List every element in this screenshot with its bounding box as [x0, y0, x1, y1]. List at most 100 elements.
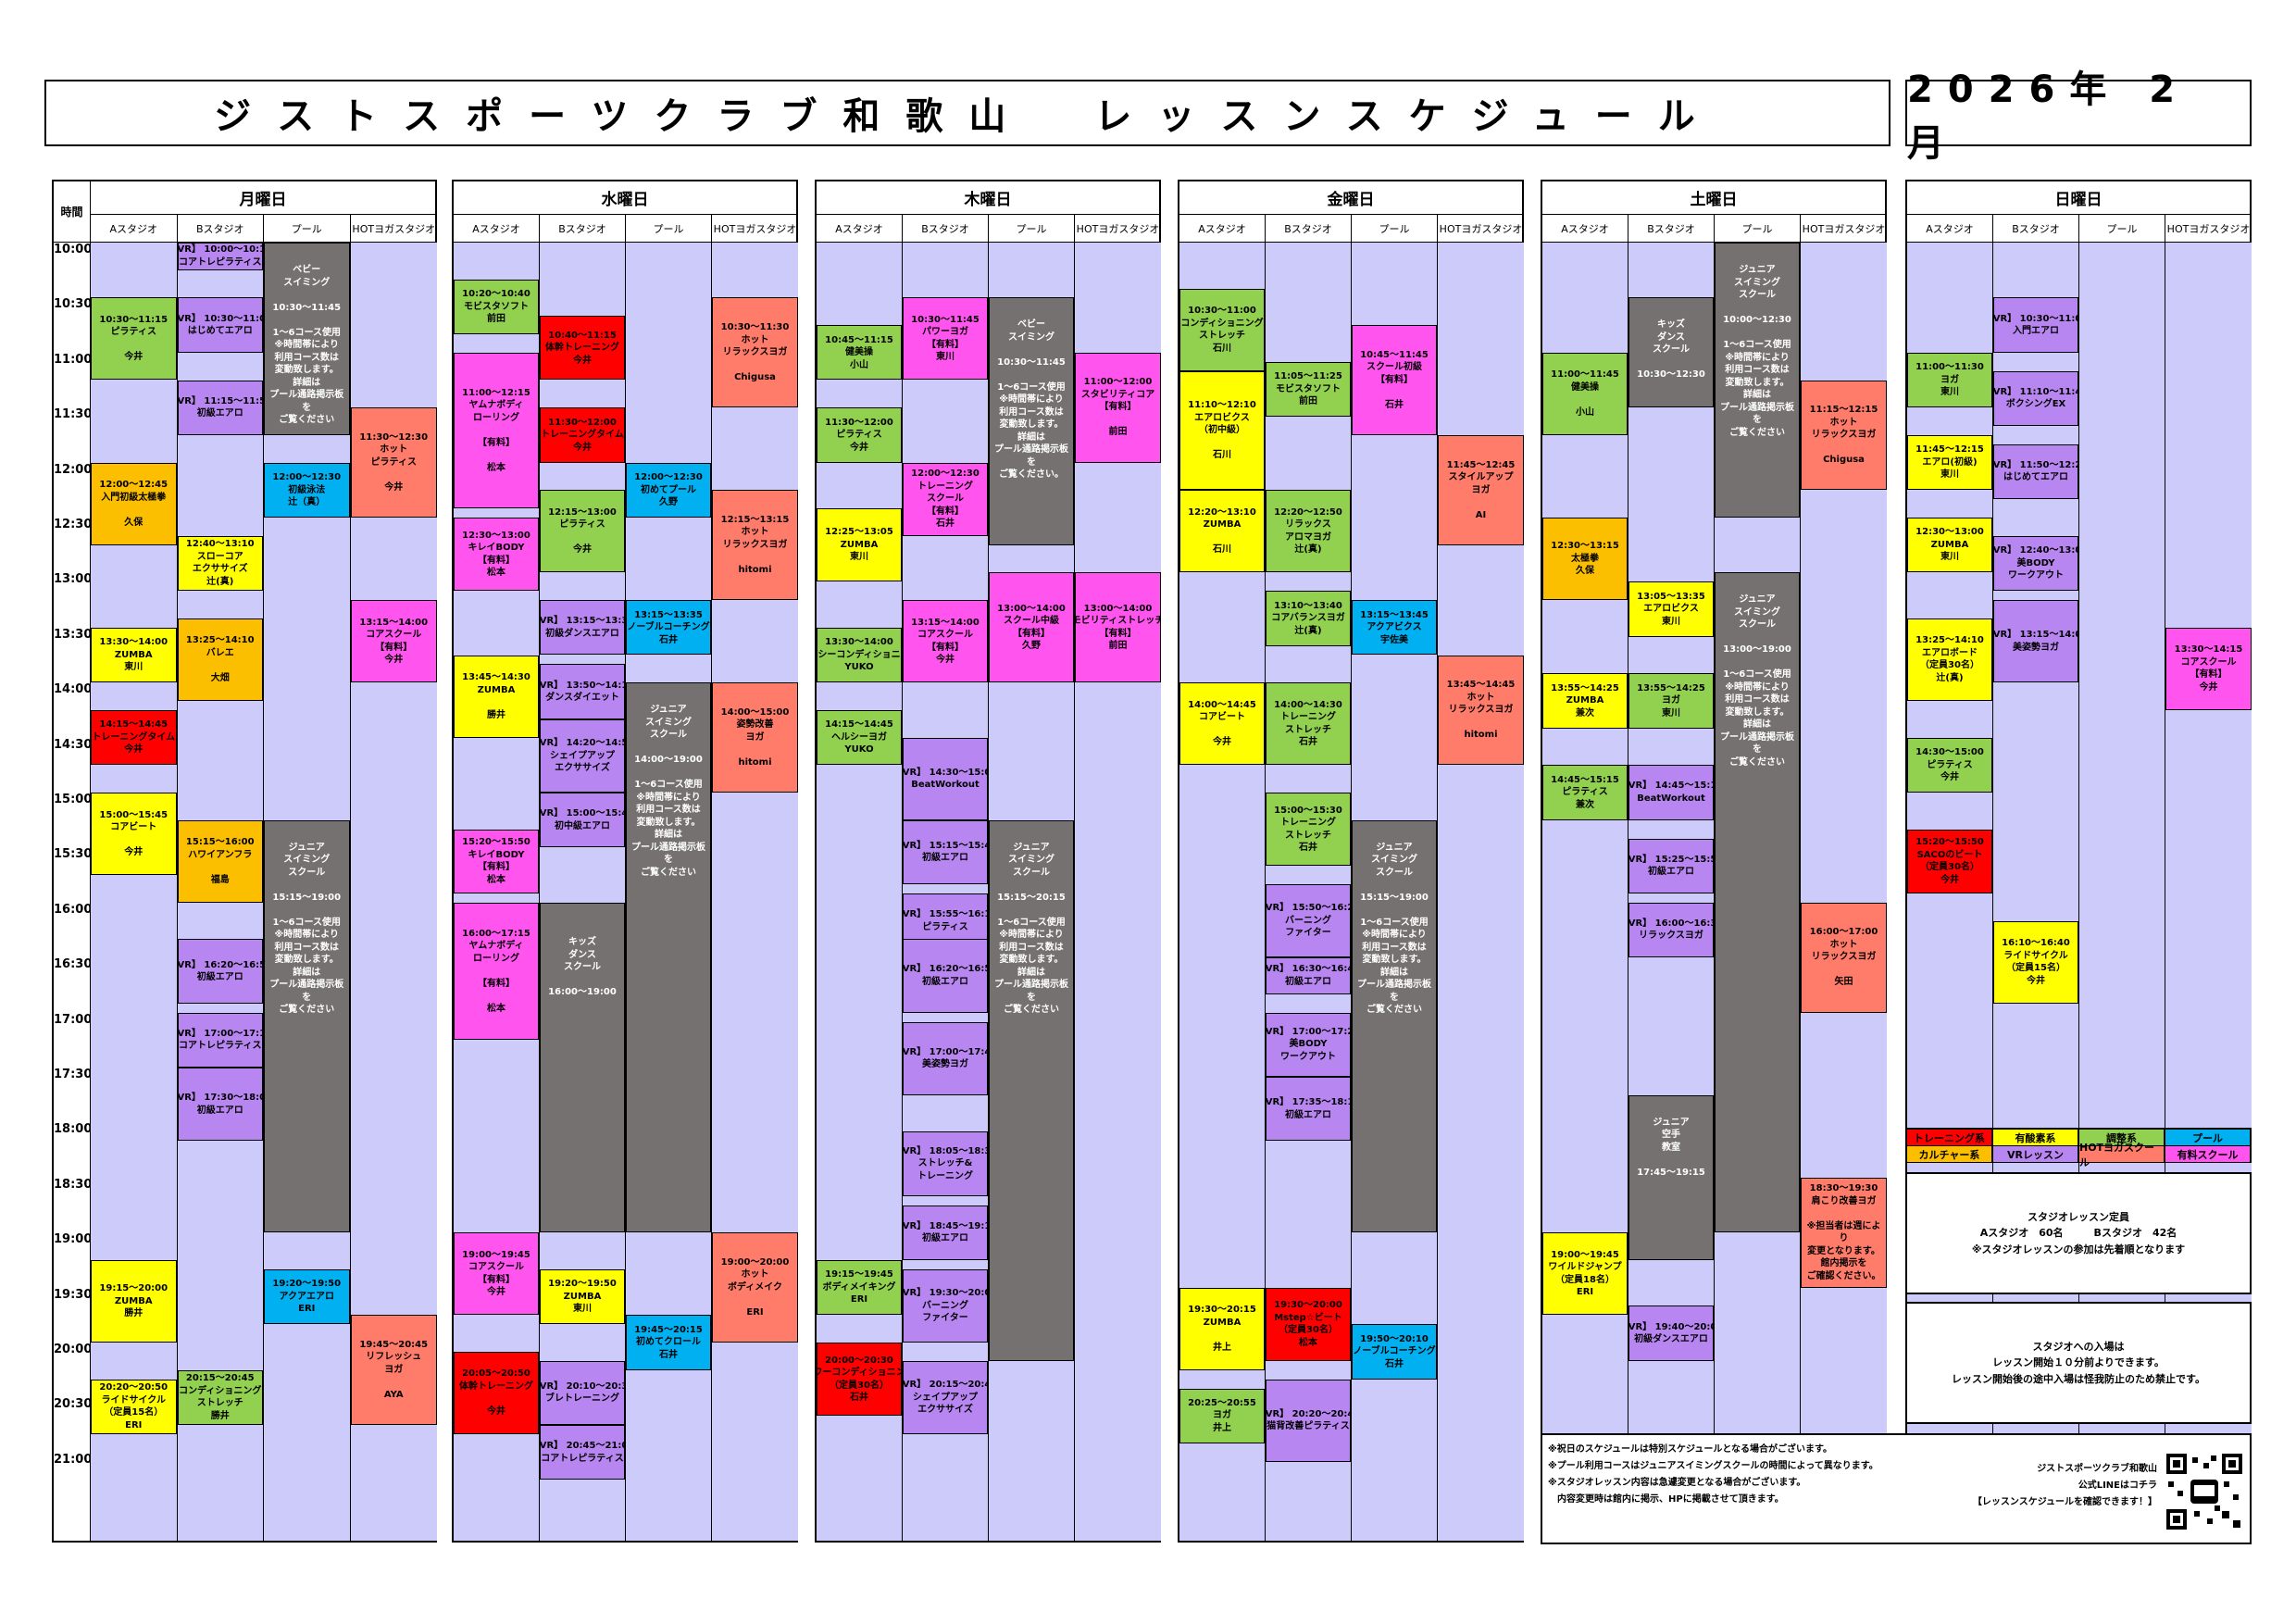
lesson-block[interactable]: 13:15～14:00 コアスクール 【有料】 今井: [903, 600, 988, 683]
pool-block[interactable]: ベビー スイミング 10:30～11:45 1～6コース使用 ※時間帯により 利用コー…: [264, 243, 350, 435]
lesson-block[interactable]: 11:00～11:45 健美操 小山: [1542, 352, 1628, 435]
lesson-block[interactable]: 12:15～13:15 ホット リラックスヨガ hitomi: [712, 490, 798, 601]
pool-block[interactable]: ジュニア スイミング スクール 14:00～19:00 1～6コース使用 ※時間帯によ…: [626, 682, 711, 1233]
lesson-block[interactable]: 15:00～15:30 トレーニング ストレッチ 石井: [1266, 793, 1351, 867]
lesson-block[interactable]: 12:00～12:30 初めてプール 久野: [626, 462, 711, 518]
lesson-block[interactable]: 15:00～15:45 コアビート 今井: [91, 793, 177, 876]
lesson-block[interactable]: 14:00～14:30 トレーニング ストレッチ 石井: [1266, 682, 1351, 766]
lesson-block[interactable]: 【VR】 10:00～10:15コアトレピラティス: [177, 243, 263, 270]
lesson-block[interactable]: 11:30～12:00 トレーニングタイム 今井: [540, 407, 625, 463]
lesson-block[interactable]: 14:00～15:00 姿勢改善 ヨガ hitomi: [712, 682, 798, 793]
lesson-block[interactable]: 10:20～10:40 モビスタソフト 前田: [454, 279, 539, 334]
lesson-block[interactable]: 11:45～12:45 スタイルアップ ヨガ AI: [1438, 434, 1524, 545]
lesson-block[interactable]: 11:00～12:15 ヤムナボディ ローリング 【有料】 松本: [454, 352, 539, 509]
lesson-block[interactable]: 13:30～14:15 コアスクール 【有料】 今井: [2165, 627, 2252, 710]
lesson-block[interactable]: 【VR】 17:35～18:10初級エアロ: [1266, 1076, 1351, 1142]
lesson-block[interactable]: 19:20～19:50 アクアエアロ ERI: [264, 1268, 350, 1325]
pool-block[interactable]: ジュニア スイミング スクール 15:15～20:15 1～6コース使用 ※時間帯によ…: [989, 819, 1074, 1361]
lesson-block[interactable]: 【VR】 20:20～20:40 猫背改善ピラティス: [1266, 1379, 1351, 1462]
lesson-block[interactable]: 13:25～14:10 エアロボード （定員30名） 辻(真): [1907, 618, 1992, 701]
lesson-block[interactable]: 【VR】 20:15～20:45シェイプアップエクササイズ: [903, 1360, 988, 1434]
lesson-block[interactable]: 14:00～14:45 コアビート 今井: [1179, 682, 1265, 766]
lesson-block[interactable]: 13:15～14:00 コアスクール 【有料】 今井: [350, 600, 437, 683]
lesson-block[interactable]: 11:10～12:10 エアロビクス （初中級） 石川: [1179, 370, 1265, 491]
lesson-block[interactable]: 【VR】 12:40～13:00美BODY ワークアウト: [1993, 535, 2078, 592]
lesson-block[interactable]: 20:20～20:50 ライドサイクル （定員15名） ERI: [91, 1379, 177, 1434]
lesson-block[interactable]: 10:30～11:15 ピラティス 今井: [91, 297, 177, 381]
pool-block[interactable]: ジュニア スイミング スクール 13:00～19:00 1～6コース使用 ※時間帯によ…: [1715, 572, 1800, 1233]
lesson-block[interactable]: 10:30～11:00 コンディショニング ストレッチ 石川: [1179, 288, 1265, 371]
lesson-block[interactable]: 19:45～20:45 リフレッシュ ヨガ AYA: [350, 1315, 437, 1426]
lesson-block[interactable]: 12:30～13:15 太極拳 久保: [1542, 518, 1628, 601]
pool-block[interactable]: ベビー スイミング 10:30～11:45 1～6コース使用 ※時間帯により 利用コー…: [989, 297, 1074, 545]
lesson-block[interactable]: 13:15～13:45 アクアビクス 宇佐美: [1352, 600, 1437, 656]
lesson-block[interactable]: 12:00～12:30 トレーニング スクール 【有料】 石井: [903, 462, 988, 536]
lesson-block[interactable]: 19:15～19:45 ボディメイキング ERI: [817, 1259, 902, 1316]
lesson-block[interactable]: 13:00～14:00 スクール中級 【有料】 久野: [989, 572, 1074, 683]
lesson-block[interactable]: 10:40～11:15 体幹トレーニング 今井: [540, 316, 625, 381]
lesson-block[interactable]: 20:15～20:45 コンディショニング ストレッチ 勝井: [177, 1369, 263, 1426]
lesson-block[interactable]: 13:00～14:00 モビリティストレッチ 【有料】 前田: [1075, 572, 1161, 683]
lesson-block[interactable]: 11:15～12:15 ホット リラックスヨガ Chigusa: [1801, 380, 1887, 491]
lesson-block[interactable]: 【VR】 17:00～17:45 美姿勢ヨガ: [903, 1021, 988, 1095]
lesson-block[interactable]: 11:30～12:00 ピラティス 今井: [817, 407, 902, 463]
lesson-block[interactable]: 12:15～13:00 ピラティス 今井: [540, 490, 625, 573]
lesson-block[interactable]: 【VR】 19:30～20:00バーニングファイター: [903, 1268, 988, 1343]
lesson-block[interactable]: 11:45～12:15 エアロ(初級) 東川: [1907, 434, 1992, 491]
lesson-block[interactable]: 【VR】 10:30～11:00 はじめてエアロ: [177, 297, 263, 353]
lesson-block[interactable]: 【VR】 18:45～19:10 初級エアロ: [903, 1205, 988, 1260]
lesson-block[interactable]: 【VR】 17:00～17:15 コアトレピラティス: [177, 1012, 263, 1068]
lesson-block[interactable]: 【VR】 19:40～20:00 初級ダンスエアロ: [1628, 1305, 1714, 1361]
lesson-block[interactable]: 【VR】 14:30～15:00 BeatWorkout: [903, 737, 988, 820]
lesson-block[interactable]: 13:30～14:00 ZUMBA 東川: [91, 627, 177, 683]
lesson-block[interactable]: 19:30～20:00 Mstep☆ビート （定員30名） 松本: [1266, 1287, 1351, 1361]
lesson-block[interactable]: 16:10～16:40 ライドサイクル （定員15名） 今井: [1993, 920, 2078, 1004]
lesson-block[interactable]: 【VR】 16:00～16:30 リラックスヨガ: [1628, 902, 1714, 958]
lesson-block[interactable]: 14:15～14:45 ヘルシーヨガ YUKO: [817, 709, 902, 766]
lesson-block[interactable]: 19:00～19:45 コアスクール 【有料】 今井: [454, 1232, 539, 1316]
lesson-block[interactable]: 13:25～14:10 バレエ 大畑: [177, 618, 263, 701]
lesson-block[interactable]: 【VR】 11:50～12:20 はじめてエアロ: [1993, 443, 2078, 500]
pool-block[interactable]: ジュニア スイミング スクール 15:15～19:00 1～6コース使用 ※時間帯によ…: [1352, 819, 1437, 1233]
lesson-block[interactable]: 11:05～11:25 モビスタソフト 前田: [1266, 361, 1351, 418]
pool-block[interactable]: ジュニア 空手 教室 17:45～19:15: [1628, 1094, 1714, 1260]
lesson-block[interactable]: 12:30～13:00 キレイBODY 【有料】 松本: [454, 518, 539, 592]
lesson-block[interactable]: 19:45～20:15 初めてクロール 石井: [626, 1315, 711, 1370]
pool-block[interactable]: キッズ ダンス スクール 16:00～19:00: [540, 902, 625, 1233]
lesson-block[interactable]: 14:30～15:00 ピラティス 今井: [1907, 737, 1992, 793]
lesson-block[interactable]: 18:30～19:30 肩こり改善ヨガ ※担当者は週により変更となります。 館内掲示…: [1801, 1177, 1887, 1288]
lesson-block[interactable]: 14:15～14:45 トレーニングタイム 今井: [91, 709, 177, 766]
lesson-block[interactable]: 14:45～15:15 ピラティス 兼次: [1542, 765, 1628, 820]
lesson-block[interactable]: 【VR】 15:25～15:55 初級エアロ: [1628, 838, 1714, 893]
lesson-block[interactable]: 13:30～14:00ヘルシーコンディショニング YUKO: [817, 627, 902, 683]
lesson-block[interactable]: 10:45～11:15 健美操 小山: [817, 325, 902, 381]
lesson-block[interactable]: 【VR】 15:55～16:10ピラティス: [903, 893, 988, 949]
lesson-block[interactable]: 【VR】 16:30～16:45初級エアロ: [1266, 957, 1351, 994]
pool-block[interactable]: ジュニア スイミング スクール 10:00～12:30 1～6コース使用 ※時間帯によ…: [1715, 243, 1800, 518]
lesson-block[interactable]: 12:00～12:45 入門初級太極拳 久保: [91, 462, 177, 545]
lesson-block[interactable]: 16:00～17:15 ヤムナボディ ローリング 【有料】 松本: [454, 902, 539, 1041]
lesson-block[interactable]: 【VR】 17:30～18:05初級エアロ: [177, 1068, 263, 1142]
lesson-block[interactable]: 12:25～13:05 ZUMBA 東川: [817, 508, 902, 582]
lesson-block[interactable]: 【VR】 13:15～13:35初級ダンスエアロ: [540, 600, 625, 656]
lesson-block[interactable]: 【VR】 15:00～15:45初中級エアロ: [540, 793, 625, 848]
lesson-block[interactable]: 10:45～11:45 スクール初級 【有料】 石井: [1352, 325, 1437, 435]
lesson-block[interactable]: 19:20～19:50 ZUMBA 東川: [540, 1268, 625, 1325]
lesson-block[interactable]: 19:30～20:15 ZUMBA 井上: [1179, 1287, 1265, 1370]
lesson-block[interactable]: 16:00～17:00 ホット リラックスヨガ 矢田: [1801, 902, 1887, 1013]
lesson-block[interactable]: 11:00～12:00 スタビリティコア 【有料】 前田: [1075, 352, 1161, 463]
lesson-block[interactable]: 12:00～12:30 初級泳法 辻（真）: [264, 462, 350, 518]
lesson-block[interactable]: 19:00～20:00 ホット ボディメイク ERI: [712, 1232, 798, 1343]
lesson-block[interactable]: 【VR】 18:05～18:35 ストレッチ&トレーニング: [903, 1131, 988, 1196]
lesson-block[interactable]: 13:10～13:40 コアバランスヨガ 辻(真): [1266, 591, 1351, 646]
lesson-block[interactable]: 20:05～20:50 体幹トレーニング 今井: [454, 1351, 539, 1434]
lesson-block[interactable]: 20:25～20:55 ヨガ 井上: [1179, 1388, 1265, 1443]
lesson-block[interactable]: 【VR】 15:50～16:20バーニングファイター: [1266, 884, 1351, 958]
lesson-block[interactable]: 【VR】 11:15～11:50 初級エアロ: [177, 380, 263, 435]
lesson-block[interactable]: 13:45～14:30 ZUMBA 勝井: [454, 655, 539, 738]
lesson-block[interactable]: 12:30～13:00 ZUMBA 東川: [1907, 518, 1992, 573]
lesson-block[interactable]: 【VR】 13:50～14:10 ダンスダイエット: [540, 664, 625, 719]
lesson-block[interactable]: 11:00～11:30 ヨガ 東川: [1907, 352, 1992, 408]
lesson-block[interactable]: 19:00～19:45 ワイルドジャンプ （定員18名） ERI: [1542, 1232, 1628, 1316]
